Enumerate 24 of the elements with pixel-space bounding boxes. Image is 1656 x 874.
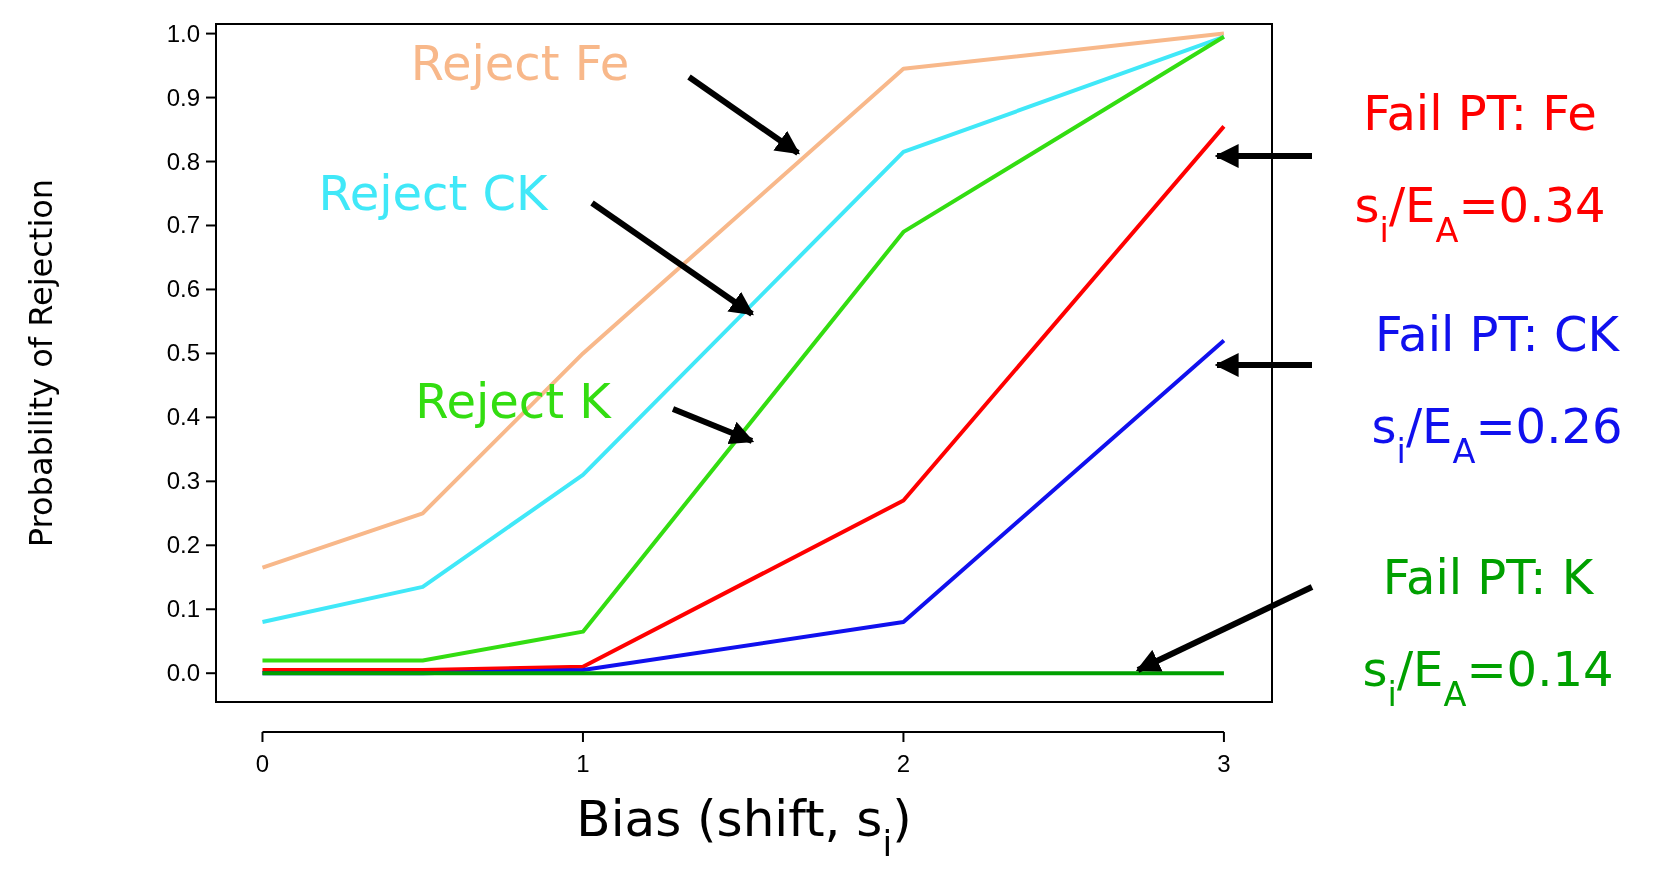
text: Reject CK — [318, 165, 550, 221]
text: Fail PT: Fe s$_{i}$/E$_{A}$=0.34 — [1354, 85, 1606, 250]
y-tick-label: 0.2 — [166, 531, 200, 559]
text: Fail PT: CK s$_{i}$/E$_{A}$=0.26 — [1371, 306, 1623, 471]
y-tick-label: 0.4 — [166, 403, 200, 431]
text: Fail PT: K s$_{i}$/E$_{A}$=0.14 — [1362, 549, 1614, 714]
x-tick-label: 0 — [255, 750, 270, 777]
y-tick-label: 0.3 — [166, 467, 200, 495]
y-tick-label: 0.7 — [166, 211, 200, 239]
line-series — [260, 124, 1226, 673]
x-axis-title: Bias (shift, s$_{i}$) — [576, 790, 912, 864]
text: Reject K — [415, 373, 613, 429]
x-tick-label: 1 — [576, 750, 590, 777]
y-tick-label: 0.9 — [166, 83, 200, 111]
x-tick-label: 2 — [896, 750, 911, 777]
y-tick-label: 0.6 — [166, 275, 200, 303]
y-tick-label: 1.0 — [166, 19, 200, 47]
y-tick-label: 0.1 — [166, 595, 200, 623]
y-tick-label: 0.5 — [166, 339, 200, 367]
y-axis-title: Probability of Rejection — [22, 178, 60, 548]
y-tick-label: 0.8 — [166, 147, 200, 175]
y-tick-label: 0.0 — [166, 659, 200, 687]
x-tick-label: 3 — [1217, 750, 1231, 777]
text: Reject Fe — [410, 35, 630, 91]
